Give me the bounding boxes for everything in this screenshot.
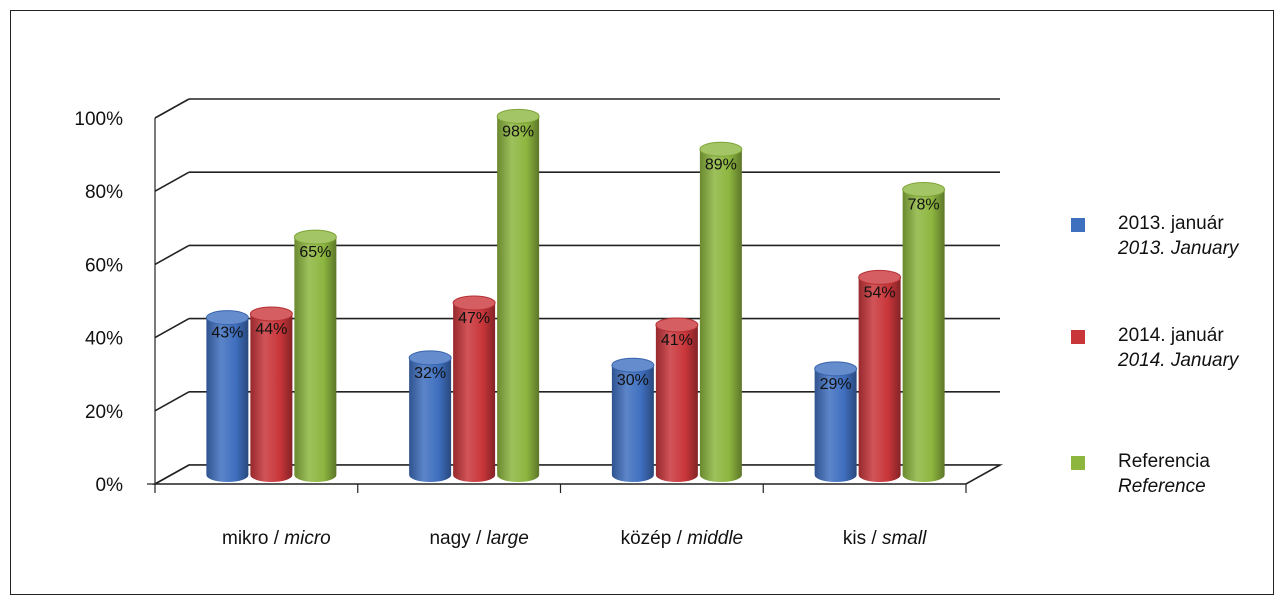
bar-top <box>293 229 337 245</box>
bar-top <box>205 310 249 326</box>
bar-top <box>655 317 699 333</box>
y-tick-label: 60% <box>85 255 123 276</box>
bar-cylinder <box>497 116 540 483</box>
floor <box>151 464 1004 485</box>
legend-sublabel-2014: 2014. January <box>1118 350 1239 371</box>
y-tick-label: 0% <box>96 475 124 496</box>
legend-sublabel-2013: 2013. January <box>1118 238 1239 259</box>
legend-swatch-reference <box>1071 456 1085 470</box>
bar-cylinder <box>206 317 249 483</box>
gridline-side <box>154 171 190 192</box>
bar-cylinder <box>294 237 337 483</box>
bar-top <box>699 141 743 157</box>
bar-cylinder <box>655 324 698 482</box>
legend-item-reference: Referencia Reference <box>1071 449 1281 509</box>
legend-item-2014: 2014. január 2014. January <box>1071 323 1281 383</box>
gridline-side <box>154 244 190 266</box>
bar-top <box>249 306 293 322</box>
chart-frame: 0% 20% 40% 60% 80% 100% 43% 44% 65% mikro / micro… <box>10 10 1274 595</box>
x-category-label: közép / middle <box>621 528 744 549</box>
data-label: 41% <box>661 332 693 349</box>
data-label: 78% <box>908 197 940 214</box>
bar-cylinder <box>250 313 293 483</box>
x-category-label: mikro / micro <box>222 528 331 549</box>
legend-label-2013: 2013. január <box>1118 213 1224 234</box>
gridline-side <box>154 391 190 412</box>
y-tick-label: 40% <box>85 329 123 350</box>
data-label: 43% <box>211 325 243 342</box>
bar-top <box>408 350 452 366</box>
bar-top <box>858 269 902 285</box>
bar-top <box>902 182 946 198</box>
data-label: 98% <box>502 123 534 140</box>
legend-swatch-2014 <box>1071 330 1085 344</box>
data-label: 44% <box>255 321 287 338</box>
bar-top <box>496 108 540 124</box>
legend-sublabel-reference: Reference <box>1118 476 1206 497</box>
gridline-side <box>154 98 190 119</box>
bar-cylinder <box>814 368 857 483</box>
y-tick-label: 100% <box>74 109 123 130</box>
y-tick-label: 20% <box>85 402 123 423</box>
bar-cylinder <box>858 277 901 483</box>
bar-cylinder <box>611 365 654 483</box>
x-category-label: kis / small <box>843 528 927 549</box>
y-tick-label: 80% <box>85 182 123 203</box>
data-label: 30% <box>617 372 649 389</box>
data-label: 29% <box>820 376 852 393</box>
data-label: 32% <box>414 365 446 382</box>
bar-top <box>452 295 496 311</box>
legend-label-reference: Referencia <box>1118 451 1210 472</box>
bar-top <box>611 357 655 373</box>
data-label: 47% <box>458 310 490 327</box>
legend-label-2014: 2014. január <box>1118 325 1224 346</box>
legend-item-2013: 2013. január 2013. January <box>1071 211 1281 271</box>
bar-cylinder <box>453 302 496 483</box>
bar-cylinder <box>902 189 945 483</box>
data-label: 54% <box>864 284 896 301</box>
data-label: 89% <box>705 156 737 173</box>
data-label: 65% <box>299 244 331 261</box>
bar-cylinder <box>699 149 742 483</box>
bar-chart: 0% 20% 40% 60% 80% 100% 43% 44% 65% mikro / micro… <box>74 98 1004 549</box>
gridline-side <box>154 317 190 339</box>
bar-cylinder <box>409 357 452 483</box>
bar-top <box>814 361 858 377</box>
legend-swatch-2013 <box>1071 218 1085 232</box>
x-category-label: nagy / large <box>429 528 528 549</box>
